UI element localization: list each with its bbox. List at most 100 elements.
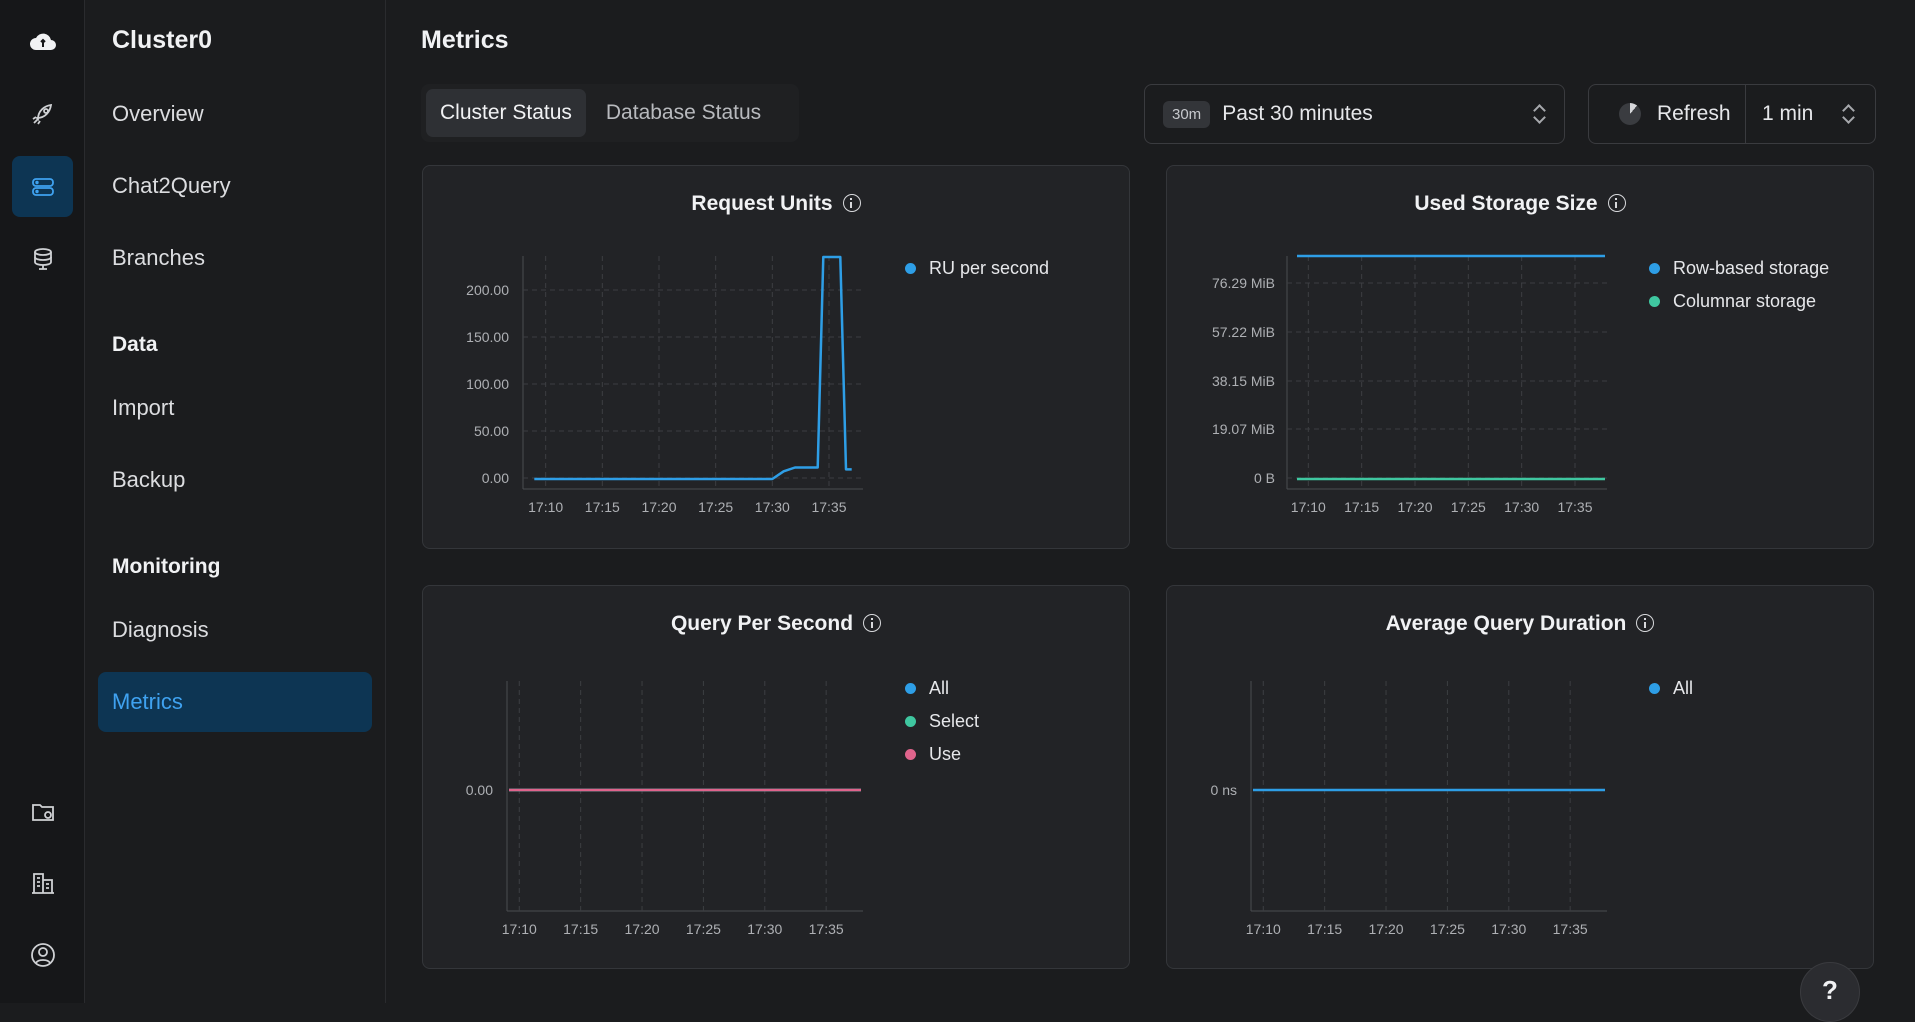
chart-query-per-second: Query Per Second 17:10 17:15 17:20 17:25 17:… bbox=[422, 585, 1130, 969]
y-tick-label: 0 B bbox=[1254, 470, 1275, 486]
y-tick-label: 76.29 MiB bbox=[1212, 275, 1275, 291]
chart-legend: All Select Use bbox=[905, 672, 979, 771]
legend-dot bbox=[1649, 263, 1660, 274]
info-icon[interactable] bbox=[842, 194, 861, 212]
sidebar-item-chat2query[interactable]: Chat2Query bbox=[112, 173, 231, 198]
x-tick-label: 17:25 bbox=[698, 499, 733, 515]
time-range-label: Past 30 minutes bbox=[1222, 102, 1373, 125]
chart-request-units: Request Units 17:10 17:15 17:20 17:25 17:30 1… bbox=[422, 165, 1130, 549]
status-tabs: Cluster Status Database Status bbox=[421, 84, 799, 142]
x-tick-label: 17:35 bbox=[809, 921, 844, 937]
chevron-updown-icon bbox=[1534, 104, 1546, 124]
time-range-badge: 30m bbox=[1163, 100, 1211, 128]
x-tick-label: 17:10 bbox=[502, 921, 537, 937]
legend-dot bbox=[905, 263, 916, 274]
y-tick-label: 0.00 bbox=[466, 782, 493, 798]
x-tick-label: 17:30 bbox=[755, 499, 790, 515]
sidebar-item-diagnosis[interactable]: Diagnosis bbox=[112, 617, 209, 642]
chart-title: Average Query Duration bbox=[1385, 612, 1627, 635]
database-icon[interactable] bbox=[12, 228, 73, 289]
sidebar-item-overview[interactable]: Overview bbox=[112, 101, 204, 126]
x-tick-label: 17:25 bbox=[1430, 921, 1465, 937]
legend-label: Columnar storage bbox=[1673, 291, 1817, 311]
chart-plot: 17:10 17:15 17:20 17:25 17:30 17:35 0.00 bbox=[466, 681, 863, 937]
x-tick-label: 17:10 bbox=[528, 499, 563, 515]
legend-dot bbox=[905, 716, 916, 727]
legend-item[interactable]: Columnar storage bbox=[1649, 285, 1829, 318]
main-content: Metrics Cluster Status Database Status 3… bbox=[387, 0, 1915, 1003]
x-tick-label: 17:30 bbox=[1504, 499, 1539, 515]
x-tick-label: 17:35 bbox=[811, 499, 846, 515]
organization-icon[interactable] bbox=[12, 852, 73, 913]
x-tick-label: 17:35 bbox=[1557, 499, 1592, 515]
x-tick-label: 17:15 bbox=[1307, 921, 1342, 937]
info-icon[interactable] bbox=[863, 614, 882, 632]
tab-cluster-status[interactable]: Cluster Status bbox=[426, 89, 586, 137]
section-data: Data bbox=[112, 333, 158, 356]
chart-title: Query Per Second bbox=[670, 612, 854, 635]
y-tick-label: 57.22 MiB bbox=[1212, 324, 1275, 340]
x-tick-label: 17:10 bbox=[1291, 499, 1326, 515]
x-tick-label: 17:30 bbox=[747, 921, 782, 937]
sidebar-item-metrics[interactable]: Metrics bbox=[98, 672, 372, 732]
folder-settings-icon[interactable] bbox=[12, 780, 73, 841]
legend-dot bbox=[905, 749, 916, 760]
chart-plot: 17:10 17:15 17:20 17:25 17:30 17:35 76.29 MiB 5… bbox=[1212, 254, 1607, 515]
legend-item[interactable]: Select bbox=[905, 705, 979, 738]
cluster-name: Cluster0 bbox=[112, 26, 213, 54]
rocket-icon[interactable] bbox=[12, 83, 73, 144]
legend-item[interactable]: Use bbox=[905, 738, 979, 771]
cloud-logo-icon[interactable] bbox=[12, 12, 73, 73]
y-tick-label: 19.07 MiB bbox=[1212, 421, 1275, 437]
chart-plot: 17:10 17:15 17:20 17:25 17:30 17:35 200.00 150.… bbox=[466, 255, 863, 515]
x-tick-label: 17:20 bbox=[625, 921, 660, 937]
legend-item[interactable]: All bbox=[1649, 672, 1693, 705]
legend-item[interactable]: RU per second bbox=[905, 252, 1049, 285]
sidebar-item-import[interactable]: Import bbox=[112, 395, 175, 420]
legend-label: All bbox=[929, 678, 950, 698]
info-icon[interactable] bbox=[1636, 614, 1655, 632]
chart-average-query-duration: Average Query Duration 17:10 17:15 17:20 17… bbox=[1166, 585, 1874, 969]
x-tick-label: 17:20 bbox=[641, 499, 676, 515]
x-tick-label: 17:25 bbox=[686, 921, 721, 937]
legend-label: RU per second bbox=[929, 258, 1050, 278]
chart-legend: RU per second bbox=[905, 252, 1049, 285]
tab-database-status[interactable]: Database Status bbox=[605, 101, 762, 124]
y-tick-label: 0.00 bbox=[482, 470, 509, 486]
info-icon[interactable] bbox=[1607, 194, 1626, 212]
y-tick-label: 150.00 bbox=[466, 329, 509, 345]
legend-label: Use bbox=[929, 744, 962, 764]
legend-dot bbox=[1649, 296, 1660, 307]
x-tick-label: 17:10 bbox=[1246, 921, 1281, 937]
legend-label: Row-based storage bbox=[1673, 258, 1830, 278]
legend-item[interactable]: All bbox=[905, 672, 979, 705]
help-button[interactable]: ? bbox=[1800, 962, 1860, 1022]
y-tick-label: 38.15 MiB bbox=[1212, 373, 1275, 389]
x-tick-label: 17:20 bbox=[1369, 921, 1404, 937]
time-range-select[interactable]: 30m Past 30 minutes bbox=[1144, 84, 1565, 144]
x-tick-label: 17:25 bbox=[1451, 499, 1486, 515]
x-tick-label: 17:15 bbox=[1344, 499, 1379, 515]
x-tick-label: 17:35 bbox=[1553, 921, 1588, 937]
refresh-button[interactable]: Refresh bbox=[1589, 85, 1746, 143]
section-monitoring: Monitoring bbox=[112, 555, 221, 578]
refresh-progress-icon bbox=[1619, 103, 1641, 125]
refresh-interval-label: 1 min bbox=[1762, 102, 1814, 125]
refresh-interval-select[interactable]: 1 min bbox=[1746, 102, 1875, 126]
sidebar-item-backup[interactable]: Backup bbox=[112, 467, 186, 492]
chevron-updown-icon bbox=[1843, 104, 1855, 124]
chart-used-storage-size: Used Storage Size 17:10 17:15 17:20 17:25 17… bbox=[1166, 165, 1874, 549]
refresh-control: Refresh 1 min bbox=[1588, 84, 1876, 144]
cluster-icon[interactable] bbox=[12, 156, 73, 217]
legend-dot bbox=[1649, 683, 1660, 694]
chart-title: Request Units bbox=[691, 192, 833, 215]
chart-title: Used Storage Size bbox=[1414, 192, 1598, 215]
chart-plot: 17:10 17:15 17:20 17:25 17:30 17:35 0 ns bbox=[1211, 681, 1607, 937]
refresh-label: Refresh bbox=[1657, 102, 1731, 125]
chart-legend: Row-based storage Columnar storage bbox=[1649, 252, 1829, 318]
account-icon[interactable] bbox=[12, 924, 73, 985]
legend-item[interactable]: Row-based storage bbox=[1649, 252, 1829, 285]
sidebar-item-branches[interactable]: Branches bbox=[112, 245, 205, 270]
series-line bbox=[534, 255, 852, 481]
x-tick-label: 17:30 bbox=[1491, 921, 1526, 937]
